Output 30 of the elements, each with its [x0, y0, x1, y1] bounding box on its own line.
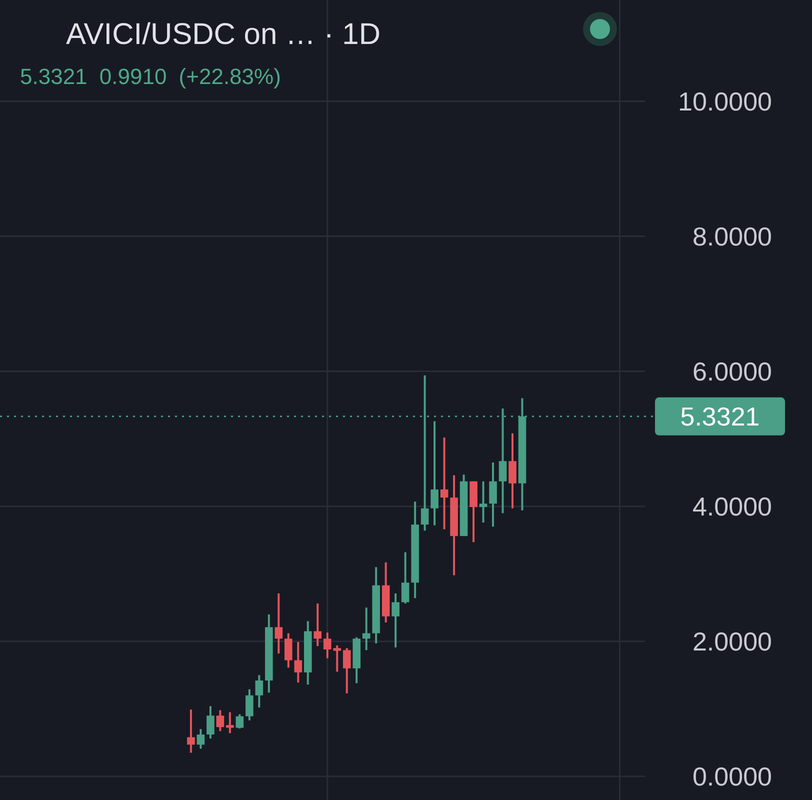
candlestick [430, 420, 438, 526]
candlestick [274, 592, 283, 654]
candlestick [362, 606, 370, 652]
y-tick-label: 4.0000 [692, 491, 772, 522]
candlestick [479, 480, 488, 524]
candlestick [206, 705, 214, 740]
candlestick [196, 728, 205, 750]
candlestick [314, 602, 322, 648]
y-tick-label: 0.0000 [692, 761, 772, 792]
text: AVICI/USDC on … · 1D [66, 18, 381, 51]
candlestick [342, 647, 351, 694]
candlestick [294, 641, 302, 684]
y-tick-label: 2.0000 [692, 626, 772, 656]
candlestick [236, 713, 244, 730]
text: 5.3321 0.9910 (+22.83%) [20, 64, 281, 89]
y-tick-label: 6.0000 [692, 356, 772, 386]
candlestick [508, 432, 516, 510]
y-tick-label: 8.0000 [692, 221, 772, 252]
candlestick [246, 688, 254, 722]
candlestick [255, 674, 264, 709]
ref-line-label: 5.3321 [680, 402, 760, 432]
candlestick [440, 436, 448, 530]
candlestick [284, 632, 292, 669]
y-tick-label: 10.0000 [678, 86, 772, 116]
candlestick [226, 711, 234, 734]
candlestick [187, 708, 195, 754]
candlestick [392, 592, 400, 648]
candlestick [216, 709, 224, 732]
candlestick [489, 461, 497, 528]
candlestick [401, 551, 410, 605]
